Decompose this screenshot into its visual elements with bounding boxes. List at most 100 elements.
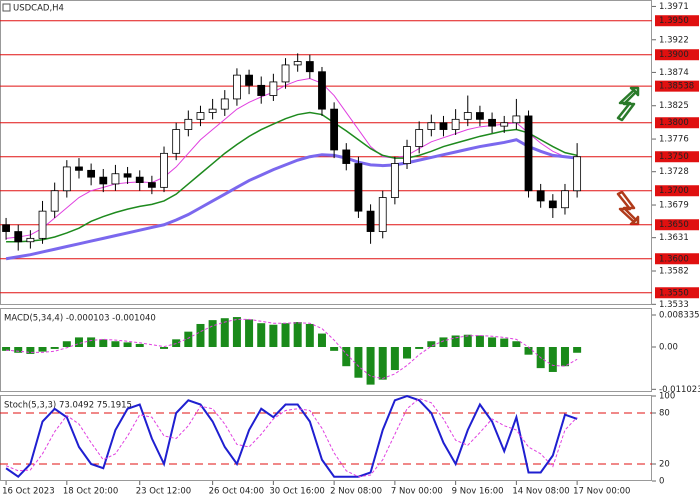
x-tick-label: 9 Nov 16:00 bbox=[452, 487, 504, 497]
candle-body bbox=[451, 118, 460, 130]
candle-body bbox=[342, 149, 351, 164]
macd-bar bbox=[184, 331, 193, 348]
moving-average bbox=[6, 111, 578, 243]
macd-bar bbox=[378, 347, 387, 380]
macd-bar bbox=[232, 317, 241, 348]
y-tick-label: 1.3582 bbox=[659, 266, 689, 276]
macd-bar bbox=[500, 338, 509, 348]
level-label: 1.3650 bbox=[659, 220, 689, 230]
candle-body bbox=[62, 166, 71, 192]
candle-body bbox=[463, 112, 472, 120]
macd-bar bbox=[548, 347, 557, 372]
macd-bar bbox=[427, 341, 436, 348]
macd-bar bbox=[560, 347, 569, 367]
y-tick-label: 1.3922 bbox=[659, 35, 689, 45]
candle-body bbox=[439, 122, 448, 130]
level-label-box bbox=[655, 117, 699, 129]
candle-body bbox=[75, 166, 83, 171]
candle-body bbox=[390, 163, 399, 198]
stoch-line bbox=[5, 394, 578, 479]
candle-body bbox=[500, 122, 509, 127]
macd-bar bbox=[135, 343, 144, 348]
candle-body bbox=[196, 112, 205, 120]
level-label-box bbox=[655, 80, 699, 92]
macd-bar bbox=[305, 323, 314, 348]
macd-bar bbox=[524, 347, 533, 355]
y-tick-label: 1.3874 bbox=[659, 68, 689, 78]
y-tick-label: 1.3825 bbox=[659, 101, 689, 111]
macd-bar bbox=[50, 347, 59, 349]
candle-body bbox=[160, 152, 168, 188]
y-tick-label: 0.008335 bbox=[659, 311, 700, 321]
candle-body bbox=[561, 190, 569, 209]
candle-body bbox=[536, 190, 545, 202]
level-label-box bbox=[655, 49, 699, 61]
x-tick-label: 30 Oct 16:00 bbox=[269, 487, 324, 497]
y-tick-label: 20 bbox=[659, 460, 670, 470]
y-tick-label: 0.00 bbox=[659, 343, 678, 353]
candle-body bbox=[573, 156, 582, 192]
stoch-title: Stoch(5,3,3) 73.0492 75.1915 bbox=[4, 401, 132, 411]
level-label: 1.3700 bbox=[659, 186, 689, 196]
macd-bar bbox=[488, 337, 497, 348]
macd-bar bbox=[2, 347, 11, 351]
level-label: 1.38538 bbox=[659, 82, 694, 92]
x-tick-label: 18 Oct 20:00 bbox=[63, 487, 118, 497]
x-tick-label: 17 Nov 00:00 bbox=[573, 487, 630, 497]
y-tick-label: 100 bbox=[659, 392, 675, 402]
y-tick-label: 0 bbox=[659, 477, 664, 487]
stoch-line bbox=[5, 397, 578, 478]
macd-bar bbox=[87, 337, 96, 348]
candle-body bbox=[208, 108, 217, 113]
candle-body bbox=[269, 81, 278, 96]
macd-bar bbox=[281, 323, 290, 348]
y-tick-label: 1.3971 bbox=[659, 2, 689, 12]
candle-body bbox=[257, 84, 266, 96]
macd-bar bbox=[269, 324, 278, 348]
candle-body bbox=[14, 231, 23, 243]
level-label-box bbox=[655, 185, 699, 197]
candle-body bbox=[2, 224, 10, 232]
candle-body bbox=[366, 210, 375, 232]
level-label-box bbox=[655, 151, 699, 163]
candle-body bbox=[427, 122, 436, 130]
candle-body bbox=[281, 64, 290, 83]
candle-body bbox=[26, 237, 35, 243]
macd-signal bbox=[6, 318, 578, 380]
macd-bar bbox=[123, 342, 132, 348]
macd-bar bbox=[208, 320, 217, 348]
candle-body bbox=[488, 118, 496, 127]
candle-body bbox=[512, 115, 521, 124]
stoch-panel bbox=[0, 395, 652, 481]
macd-bar bbox=[512, 341, 521, 348]
macd-bar bbox=[390, 347, 399, 371]
candle-body bbox=[123, 173, 132, 178]
candle-body bbox=[476, 112, 484, 120]
x-tick-label: 16 Oct 2023 bbox=[2, 487, 55, 497]
level-label: 1.3800 bbox=[659, 118, 689, 128]
candle-body bbox=[354, 163, 363, 212]
candle-body bbox=[330, 108, 339, 151]
y-tick-label: 1.3776 bbox=[659, 135, 689, 145]
level-label-box bbox=[655, 287, 699, 299]
macd-bar bbox=[220, 318, 229, 348]
y-tick-label: 1.3728 bbox=[659, 167, 689, 177]
x-tick-label: 26 Oct 04:00 bbox=[209, 487, 264, 497]
level-label: 1.3600 bbox=[659, 254, 689, 264]
candle-body bbox=[524, 115, 533, 192]
macd-panel bbox=[0, 308, 652, 392]
symbol-icon bbox=[2, 3, 11, 12]
level-label: 1.3750 bbox=[659, 152, 689, 162]
macd-bar bbox=[451, 335, 460, 348]
candle-body bbox=[293, 61, 302, 66]
y-tick-label: 1.3679 bbox=[659, 201, 689, 211]
candle-body bbox=[415, 129, 424, 147]
candle-body bbox=[548, 200, 557, 209]
candle-body bbox=[184, 118, 193, 130]
candle-body bbox=[99, 176, 108, 185]
candle-body bbox=[50, 190, 59, 212]
macd-bar bbox=[257, 323, 266, 348]
moving-average bbox=[6, 78, 578, 239]
